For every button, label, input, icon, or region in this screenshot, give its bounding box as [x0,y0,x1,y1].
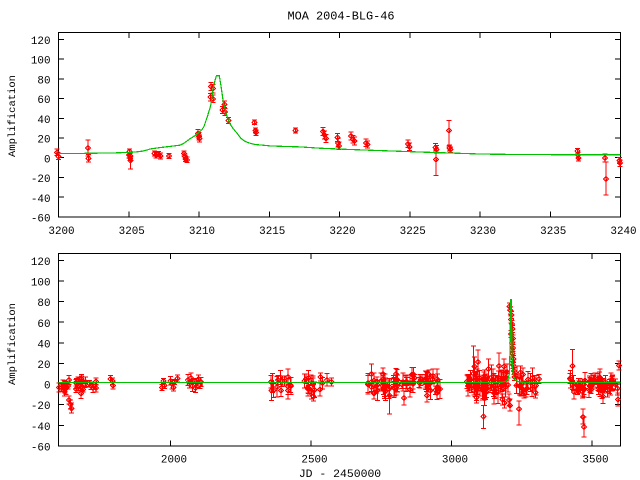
svg-text:3220: 3220 [329,226,355,238]
svg-text:3200: 3200 [48,226,74,238]
svg-text:-40: -40 [31,194,51,206]
svg-text:3205: 3205 [119,226,145,238]
svg-text:3230: 3230 [470,226,496,238]
svg-text:2500: 2500 [301,455,327,467]
svg-text:0: 0 [44,154,51,166]
svg-text:Amplification: Amplification [7,75,19,157]
svg-text:3240: 3240 [610,226,636,238]
svg-text:20: 20 [37,360,50,372]
svg-text:120: 120 [31,36,51,48]
svg-text:-60: -60 [31,213,51,225]
svg-text:2000: 2000 [161,455,187,467]
svg-text:60: 60 [37,95,50,107]
svg-text:3000: 3000 [442,455,468,467]
svg-text:80: 80 [37,75,50,87]
svg-text:100: 100 [31,278,51,290]
svg-text:3215: 3215 [259,226,285,238]
svg-text:3235: 3235 [540,226,566,238]
svg-text:-40: -40 [31,422,51,434]
svg-text:80: 80 [37,298,50,310]
svg-text:3225: 3225 [400,226,426,238]
svg-text:-60: -60 [31,442,51,454]
svg-text:MOA 2004-BLG-46: MOA 2004-BLG-46 [287,10,394,24]
svg-text:40: 40 [37,115,50,127]
svg-text:0: 0 [44,381,51,393]
svg-text:40: 40 [37,339,50,351]
svg-text:20: 20 [37,135,50,147]
svg-text:60: 60 [37,319,50,331]
svg-text:-20: -20 [31,174,51,186]
svg-text:3210: 3210 [189,226,215,238]
svg-text:120: 120 [31,257,51,269]
svg-text:JD - 2450000: JD - 2450000 [299,468,381,480]
svg-text:Amplification: Amplification [7,303,19,385]
svg-text:3500: 3500 [582,455,608,467]
svg-text:-20: -20 [31,401,51,413]
svg-text:100: 100 [31,56,51,68]
